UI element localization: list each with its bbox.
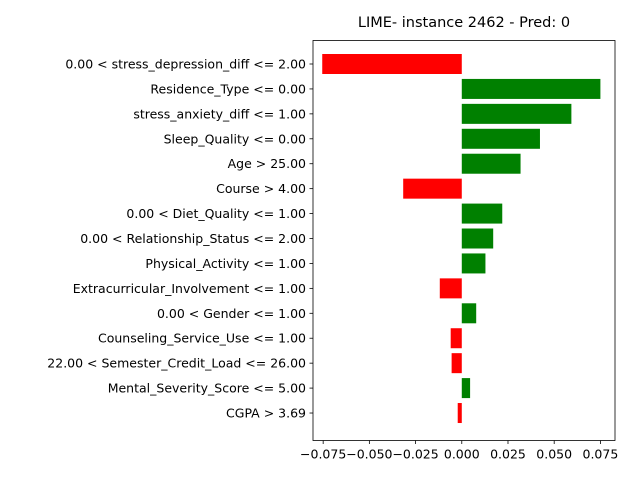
bar-9 [461,253,486,274]
bar-4 [461,128,540,149]
y-tick-label: 0.00 < stress_depression_diff <= 2.00 [65,57,306,72]
y-tick-labels: 0.00 < stress_depression_diff <= 2.00 Res… [47,57,313,421]
y-tick-label: Age > 25.00 [228,156,306,171]
bar-5 [461,153,521,174]
y-tick-label: Counseling_Service_Use <= 1.00 [98,331,306,346]
x-tick-label: 0.050 [536,447,572,462]
x-tick-marks: −0.075 −0.050 −0.025 0.000 0.025 0.050 0.075 [300,440,619,462]
bar-8 [461,228,494,249]
x-tick-label: −0.075 [300,447,346,462]
x-tick-label: −0.025 [392,447,438,462]
chart-title: LIME- instance 2462 - Pred: 0 [358,15,570,31]
bar-13 [451,353,462,374]
y-tick-label: stress_anxiety_diff <= 1.00 [133,106,306,121]
x-tick-label: −0.050 [346,447,392,462]
bar-14 [461,378,471,399]
bar-15 [457,403,462,424]
x-tick-label: 0.075 [583,447,619,462]
bar-2 [461,78,601,99]
y-tick-label: Physical_Activity <= 1.00 [145,256,306,271]
bars-group [322,54,601,424]
y-tick-label: 0.00 < Diet_Quality <= 1.00 [126,206,306,221]
x-tick-label: 0.025 [490,447,526,462]
bar-10 [439,278,462,299]
y-tick-label: CGPA > 3.69 [226,406,306,421]
x-tick-label: 0.000 [444,447,480,462]
y-tick-label: Mental_Severity_Score <= 5.00 [108,381,306,396]
bar-6 [403,178,462,199]
y-tick-label: Sleep_Quality <= 0.00 [164,131,306,146]
y-tick-label: 22.00 < Semester_Credit_Load <= 26.00 [47,356,306,371]
y-tick-label: 0.00 < Relationship_Status <= 2.00 [80,231,306,246]
bar-1 [322,54,462,74]
bar-12 [450,328,462,349]
y-tick-label: Extracurricular_Involvement <= 1.00 [73,281,306,296]
bar-7 [461,203,503,224]
bar-11 [461,303,477,324]
y-tick-label: Course > 4.00 [216,181,306,196]
plot-frame [312,40,616,441]
y-tick-label: 0.00 < Gender <= 1.00 [157,306,306,321]
y-tick-label: Residence_Type <= 0.00 [150,81,306,96]
bar-3 [461,103,572,124]
